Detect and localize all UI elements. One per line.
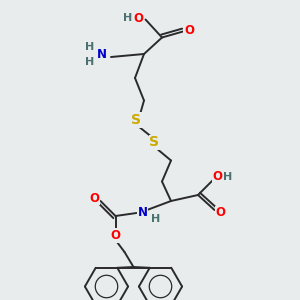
Text: O: O — [110, 229, 121, 242]
Text: H: H — [85, 41, 94, 52]
Text: O: O — [215, 206, 226, 220]
Text: S: S — [149, 136, 160, 149]
Text: O: O — [89, 191, 100, 205]
Text: H: H — [123, 13, 132, 23]
Text: S: S — [131, 113, 142, 127]
Text: O: O — [212, 170, 223, 184]
Text: H: H — [85, 56, 94, 67]
Text: O: O — [133, 11, 143, 25]
Text: H: H — [151, 214, 160, 224]
Text: N: N — [137, 206, 148, 220]
Text: N: N — [97, 47, 107, 61]
Text: H: H — [224, 172, 232, 182]
Text: O: O — [184, 23, 194, 37]
